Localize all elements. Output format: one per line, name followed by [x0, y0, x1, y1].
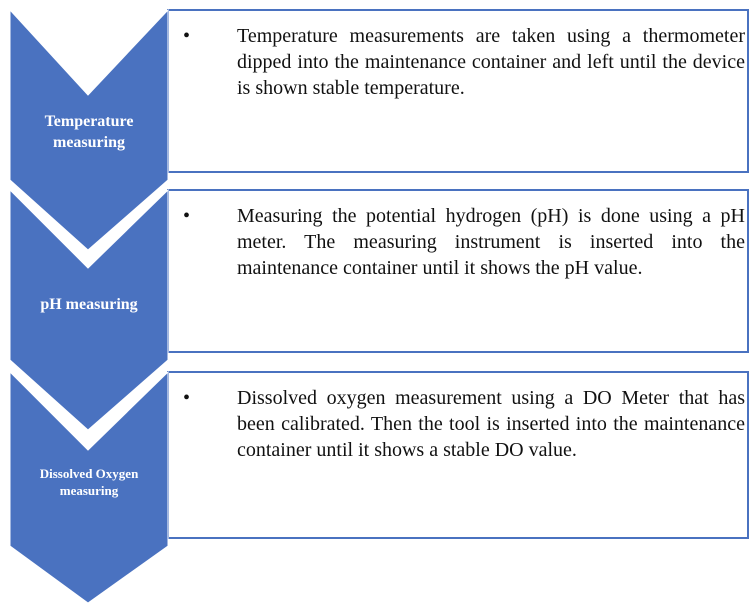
chevron [9, 8, 169, 251]
step-text: Measuring the potential hydrogen (pH) is… [237, 205, 745, 279]
text-box [167, 9, 749, 173]
chevron [9, 188, 169, 431]
step-label: Temperature measuring [44, 112, 134, 151]
bullet: • [183, 387, 191, 409]
step-label: pH measuring [40, 295, 138, 313]
chevron [9, 370, 169, 603]
step-text: Dissolved oxygen measurement using a DO … [237, 387, 745, 461]
text-box [167, 371, 749, 539]
bullet: • [183, 205, 191, 227]
step-label: Dissolved Oxygen measuring [39, 465, 139, 498]
bullet: • [183, 25, 191, 47]
text-box [167, 189, 749, 353]
step-text: Temperature measurements are taken using… [237, 25, 745, 99]
